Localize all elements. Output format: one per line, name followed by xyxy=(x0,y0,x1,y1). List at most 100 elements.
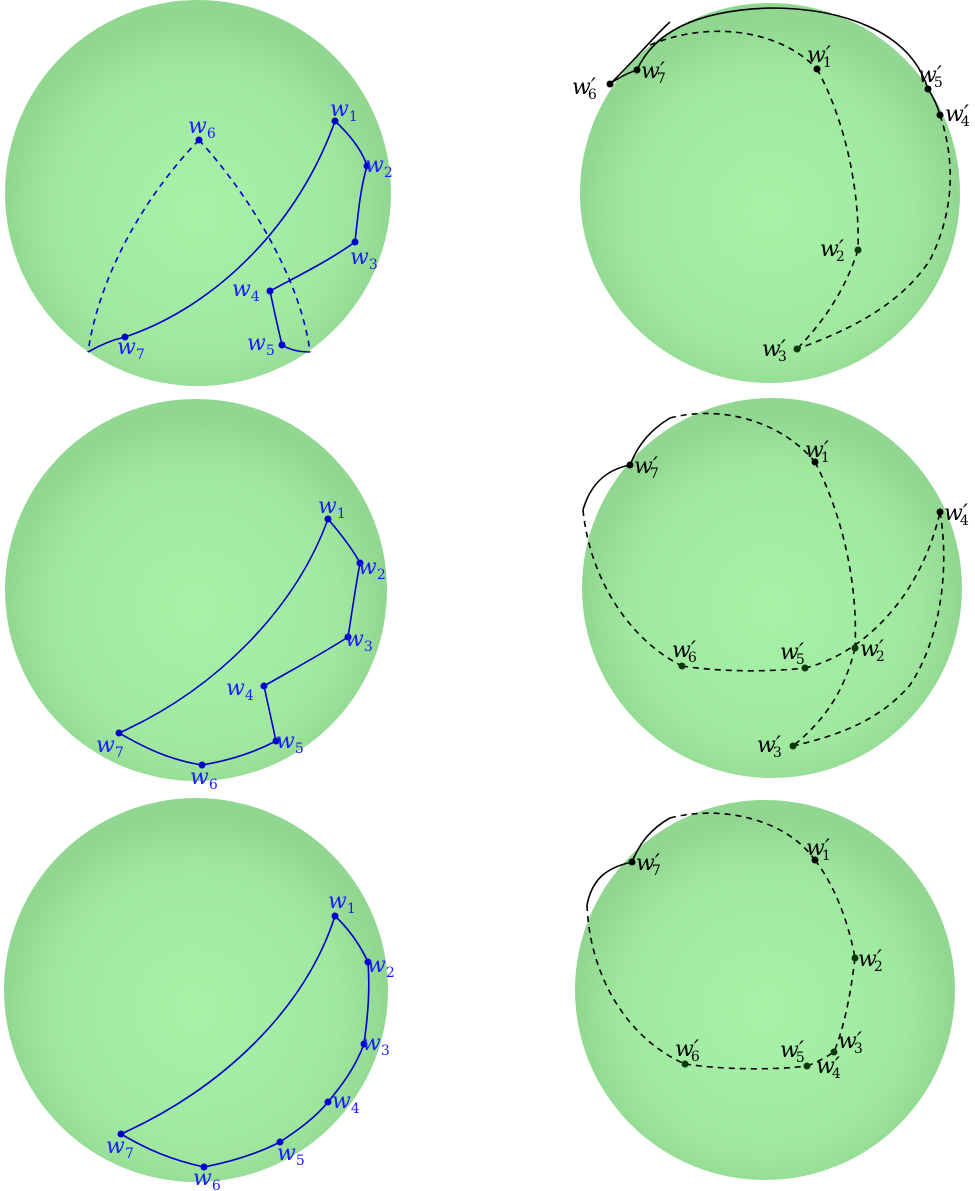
label-w5p: w′5 xyxy=(780,640,805,668)
dashed-top-w1 xyxy=(669,412,816,463)
point-w4 xyxy=(324,1098,332,1106)
dashed-arc-w6-right xyxy=(198,139,311,353)
point-w4p xyxy=(936,508,944,516)
label-w6p: w′6 xyxy=(572,75,597,103)
dashed-w2-w3 xyxy=(792,647,856,747)
point-w3p xyxy=(789,742,797,750)
point-w7p xyxy=(633,66,641,74)
arc-w2-w3 xyxy=(354,165,368,243)
sphere xyxy=(5,399,387,781)
point-w5 xyxy=(278,341,286,349)
point-w5 xyxy=(272,737,280,745)
point-w7 xyxy=(117,1130,125,1138)
arc-w7-left-loop xyxy=(582,464,631,511)
panel-row2-left: w1 w2 w3 w4 w5 w6 w7 xyxy=(5,399,387,793)
point-w3p xyxy=(793,345,801,353)
dashed-w1-w2 xyxy=(814,461,857,649)
point-w2p xyxy=(851,954,859,962)
label-w7p: w′7 xyxy=(641,59,666,87)
point-w6p xyxy=(606,80,614,88)
label-w4p: w′4 xyxy=(945,102,970,130)
point-w2 xyxy=(363,162,371,170)
point-w4p xyxy=(803,1062,811,1070)
point-w1p xyxy=(813,65,821,73)
arc-w5-w6 xyxy=(201,740,277,766)
point-w4 xyxy=(260,682,268,690)
point-w6 xyxy=(198,761,206,769)
dashed-w7-w1 xyxy=(649,30,818,70)
arc-w1-w2 xyxy=(327,518,361,564)
dashed-w2-w3 xyxy=(833,957,856,1053)
label-w1p: w′1 xyxy=(806,836,831,864)
point-w6 xyxy=(200,1163,208,1171)
point-w2p xyxy=(854,246,862,254)
point-w2 xyxy=(364,958,372,966)
arc-w4-w5 xyxy=(263,685,277,742)
arc-w7-top-loop xyxy=(631,817,671,863)
point-w3 xyxy=(351,238,359,246)
point-w5 xyxy=(276,1138,284,1146)
arc-w7-top-loop xyxy=(629,417,671,466)
panel-row1-right: w′1 w′2 w′3 w′4 w′5 w′6 w′7 xyxy=(572,3,970,383)
arc-w6-loop xyxy=(609,21,671,85)
point-w5p xyxy=(801,664,809,672)
dashed-w6-w4 xyxy=(684,1063,808,1070)
dashed-w2-w3 xyxy=(796,249,859,350)
sphere xyxy=(4,798,388,1182)
sphere xyxy=(5,0,391,386)
point-w7 xyxy=(115,729,123,737)
label-w3p: w′3 xyxy=(757,733,782,761)
label-w1p: w′1 xyxy=(805,438,830,466)
dashed-w1-w2 xyxy=(816,68,859,251)
point-w4p xyxy=(936,111,944,119)
arc-w1-w2 xyxy=(334,120,368,167)
dashed-w1-w2 xyxy=(814,859,856,959)
label-w6p: w′6 xyxy=(672,638,697,666)
point-w4 xyxy=(266,287,274,295)
panel-row3-left: w1 w2 w3 w4 w5 w6 w7 xyxy=(4,798,395,1191)
arc-w3-w4 xyxy=(269,241,356,292)
point-w1p xyxy=(811,856,819,864)
label-w2p: w′2 xyxy=(858,947,883,975)
label-w3p: w′3 xyxy=(762,337,787,365)
arc-w6-w7 xyxy=(120,1133,205,1168)
label-w3p: w′3 xyxy=(838,1029,863,1057)
label-w5: w5 xyxy=(247,331,275,359)
point-w3p xyxy=(830,1048,838,1056)
panel-row1-left: w1 w2 w3 w4 w5 w6 w7 xyxy=(5,0,393,386)
label-w2: w2 xyxy=(367,953,395,981)
sphere xyxy=(575,800,955,1180)
point-w6p xyxy=(678,662,686,670)
panel-row2-right: w′1 w′2 w′3 w′4 w′5 w′6 w′7 xyxy=(582,398,969,778)
arc-w3-w4 xyxy=(327,1043,365,1103)
point-w6 xyxy=(195,136,203,144)
point-w3 xyxy=(344,633,352,641)
dashed-w4-w3 xyxy=(792,511,945,747)
point-w1 xyxy=(331,117,339,125)
point-w1p xyxy=(811,458,819,466)
label-w5: w5 xyxy=(277,1141,305,1169)
label-w5p: w′5 xyxy=(780,1038,805,1066)
sphere xyxy=(582,398,962,778)
arc-w5-w6 xyxy=(203,1141,281,1168)
arc-w3-w4 xyxy=(263,636,349,687)
dashed-top-w1 xyxy=(669,812,816,861)
label-w7p: w′7 xyxy=(636,851,661,879)
point-w2 xyxy=(356,559,364,567)
label-w1p: w′1 xyxy=(807,43,832,71)
point-w6p xyxy=(681,1060,689,1068)
dashed-left-w6 xyxy=(586,904,686,1065)
label-w2: w2 xyxy=(365,153,393,181)
point-w2p xyxy=(851,644,859,652)
arc-w7-left-loop xyxy=(586,861,633,906)
arc-w7-w5-top xyxy=(636,7,929,90)
arc-w1-w2 xyxy=(334,915,369,963)
point-w1 xyxy=(331,912,339,920)
arc-w7-w1 xyxy=(120,915,336,1135)
dashed-w6-w5 xyxy=(681,665,806,672)
dashed-left-w6 xyxy=(582,509,683,667)
label-w2p: w′2 xyxy=(820,237,845,265)
arc-w2-w3 xyxy=(363,961,370,1045)
arc-w4-w5 xyxy=(269,290,283,346)
